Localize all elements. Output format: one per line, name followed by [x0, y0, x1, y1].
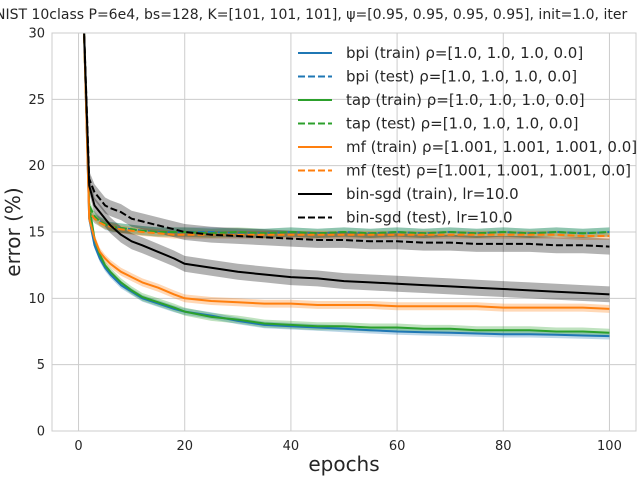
- x-tick-label: 0: [74, 439, 82, 454]
- series-line: [83, 33, 610, 334]
- legend-entry: tap (train) ρ=[1.0, 1.0, 1.0, 0.0]: [346, 91, 585, 109]
- series-line: [83, 33, 610, 237]
- y-tick-label: 20: [28, 159, 45, 174]
- x-tick-label: 100: [597, 439, 622, 454]
- x-tick-label: 80: [495, 439, 512, 454]
- series-line: [83, 33, 610, 296]
- y-tick-label: 10: [28, 292, 45, 307]
- y-axis-label: error (%): [1, 187, 25, 276]
- x-axis-label: epochs: [308, 452, 379, 476]
- x-tick-label: 40: [283, 439, 300, 454]
- legend-entry: bpi (train) ρ=[1.0, 1.0, 1.0, 0.0]: [346, 44, 583, 62]
- y-tick-label: 5: [37, 358, 45, 373]
- series-line: [83, 33, 610, 338]
- legend-entry: mf (test) ρ=[1.001, 1.001, 1.001, 0.0]: [346, 162, 631, 180]
- series-line: [83, 33, 610, 235]
- tick-labels: 0 20 40 60 80 100 0 5 10 15 20 25 30: [28, 27, 621, 455]
- series-line: [83, 33, 610, 248]
- plot-area: [51, 32, 637, 432]
- series-line: [83, 33, 610, 310]
- plot-frame: [51, 32, 637, 432]
- chart-title: NIST 10class P=6e4, bs=128, K=[101, 101,…: [0, 7, 627, 23]
- legend: bpi (train) ρ=[1.0, 1.0, 1.0, 0.0] bpi (t…: [298, 44, 637, 227]
- x-tick-label: 60: [389, 439, 406, 454]
- y-tick-label: 25: [28, 93, 45, 108]
- y-tick-label: 0: [37, 425, 45, 440]
- y-tick-label: 30: [28, 27, 45, 42]
- x-tick-label: 20: [176, 439, 193, 454]
- y-tick-label: 15: [28, 226, 45, 241]
- legend-entry: tap (test) ρ=[1.0, 1.0, 1.0, 0.0]: [346, 115, 578, 133]
- series-lines: [83, 33, 610, 338]
- legend-entry: bin-sgd (train), lr=10.0: [346, 185, 519, 203]
- legend-entry: mf (train) ρ=[1.001, 1.001, 1.001, 0.0]: [346, 138, 637, 156]
- legend-entry: bin-sgd (test), lr=10.0: [346, 209, 513, 227]
- legend-entry: bpi (test) ρ=[1.0, 1.0, 1.0, 0.0]: [346, 68, 577, 86]
